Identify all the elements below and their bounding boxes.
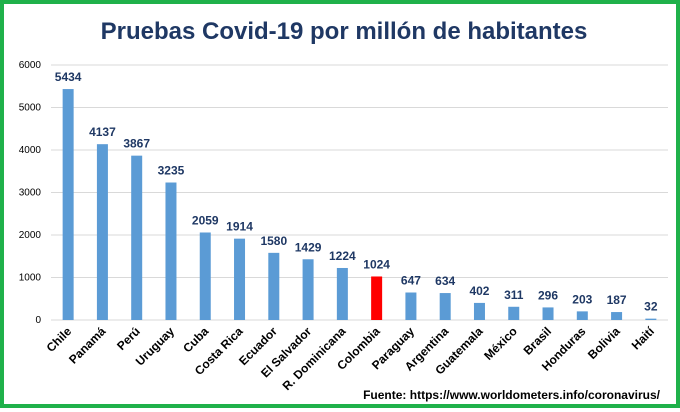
data-label: 402 [469,284,489,298]
data-label: 1580 [260,234,287,248]
data-label: 1024 [363,257,390,271]
data-label: 296 [538,288,558,302]
x-tick-label: Chile [44,324,75,355]
y-tick-label: 4000 [19,145,42,156]
data-label: 1914 [226,220,253,234]
bar-costa-rica [234,238,246,320]
data-label: 187 [607,293,627,307]
data-label: 4137 [89,125,116,139]
bar-chart: 5434 4137 3867 3235 2059 1914 1580 1429 1224 1024… [19,60,668,393]
data-label: 647 [401,274,421,288]
data-label: 3867 [123,137,150,151]
chart-title: Pruebas Covid-19 por millón de habitante… [100,18,588,45]
data-label: 2059 [192,213,219,227]
bar-ecuador [268,252,280,320]
bar-brasil [542,307,554,320]
x-tick-label: Perú [114,324,143,353]
data-label: 634 [435,274,455,288]
data-label: 3235 [158,164,185,178]
data-label: 203 [572,292,592,306]
bar-paraguay [405,292,417,320]
bar-guatemala [473,302,485,320]
bar-hait- [645,318,657,320]
y-tick-label: 5000 [19,103,42,114]
x-tick-label: Haití [629,324,658,353]
data-label: 311 [504,288,524,302]
bar-m-xico [508,306,520,320]
bar-uruguay [165,182,177,320]
y-tick-label: 0 [35,315,41,326]
source-note: Fuente: https://www.worldometers.info/co… [363,388,660,402]
x-tick-label: Panamá [66,324,109,367]
data-label: 1224 [329,249,356,263]
x-tick-label: Bolivia [585,324,623,362]
x-tick-label: México [481,324,520,363]
bar-panam- [96,144,108,320]
x-tick-label: Uruguay [133,324,178,369]
bar-per- [131,155,143,320]
data-label: 5434 [55,70,82,84]
y-tick-label: 1000 [19,273,42,284]
data-label: 1429 [295,240,322,254]
y-tick-label: 3000 [19,188,42,199]
y-tick-label: 6000 [19,60,42,71]
bar-r-dominicana [336,267,348,320]
bar-colombia [371,276,383,320]
bar-el-salvador [302,259,314,320]
bar-argentina [439,293,451,320]
y-tick-label: 2000 [19,230,42,241]
x-tick-label: Cuba [180,324,211,355]
data-label: 32 [644,300,658,314]
bar-chile [62,89,74,321]
bar-cuba [199,232,211,320]
bar-honduras [576,311,588,320]
bar-bolivia [611,312,623,320]
